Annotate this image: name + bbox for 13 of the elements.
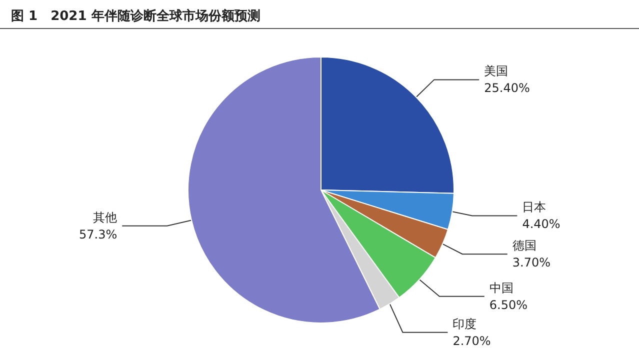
slice-label: 日本 xyxy=(522,200,546,214)
slice-label: 其他 xyxy=(93,210,118,224)
data-label: 4.40% xyxy=(522,217,560,232)
data-label: 2.70% xyxy=(452,334,491,348)
data-label: 3.70% xyxy=(512,256,550,270)
slice-label: 中国 xyxy=(489,280,514,295)
slice-label: 印度 xyxy=(452,316,477,331)
data-label: 6.50% xyxy=(489,298,528,312)
slice-label: 德国 xyxy=(512,238,536,253)
data-label: 25.40% xyxy=(484,81,530,96)
data-label: 57.3% xyxy=(79,227,118,242)
chart-title: 图 1 2021 年伴随诊断全球市场份额预测 xyxy=(11,8,260,24)
slice-label: 美国 xyxy=(484,64,508,78)
